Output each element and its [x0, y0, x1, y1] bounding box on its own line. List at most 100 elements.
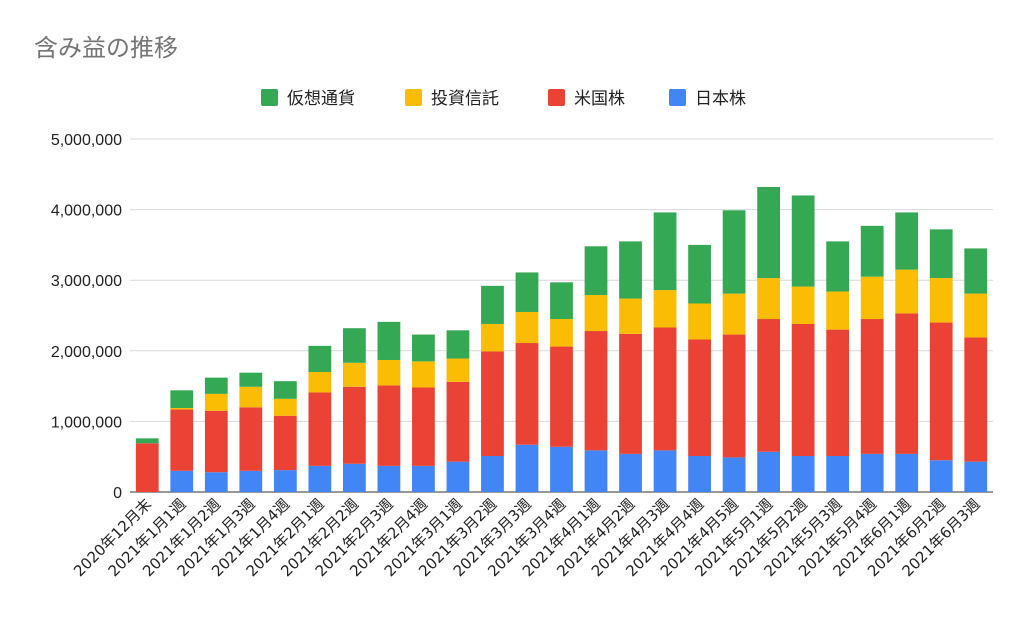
legend-label: 米国株 [574, 89, 625, 109]
bar-segment [929, 278, 953, 323]
bar-segment [135, 443, 159, 492]
x-axis: 2020年12月末2021年1月1週2021年1月2週2021年1月3週2021… [70, 495, 984, 580]
bar-segment [929, 322, 953, 461]
bar-segment [239, 470, 263, 492]
bar-segment [342, 362, 366, 387]
bar-segment [446, 461, 470, 492]
bar-segment [550, 346, 573, 447]
bar-segment [308, 371, 332, 393]
bar-segment [722, 334, 746, 458]
bar-segment [895, 269, 919, 314]
bar-segment [342, 463, 366, 492]
bar-segment [826, 241, 850, 292]
legend-item: 仮想通貨 [261, 89, 355, 109]
bar-segment [860, 453, 884, 492]
legend-label: 仮想通貨 [287, 89, 355, 109]
bar-segment [308, 392, 332, 466]
bar-segment [377, 359, 401, 386]
bar-segment [481, 351, 504, 456]
bar-segment [377, 465, 401, 492]
bar-segment [377, 385, 401, 466]
legend-item: 米国株 [548, 89, 625, 109]
bar-segment [273, 470, 297, 492]
bars [135, 187, 988, 492]
bar-segment [342, 328, 366, 363]
bar-segment [964, 337, 988, 462]
bar-segment [273, 398, 297, 416]
legend: 仮想通貨 投資信託 米国株 日本株 [261, 89, 746, 109]
bar-segment [619, 453, 642, 492]
bar-segment [791, 195, 815, 287]
bar-segment [653, 290, 677, 328]
bar-segment [653, 450, 677, 492]
bar-segment [170, 407, 194, 410]
legend-label: 日本株 [695, 89, 746, 109]
bar-segment [826, 291, 850, 330]
legend-swatch [548, 89, 565, 106]
bar-segment [895, 453, 919, 492]
bar-segment [619, 333, 642, 454]
bar-segment [619, 241, 642, 299]
bar-segment [791, 286, 815, 324]
bar-segment [860, 319, 884, 454]
y-axis: 0 1,000,000 2,000,000 3,000,000 4,000,000 5,0… [51, 132, 122, 502]
bar-segment [412, 334, 435, 362]
legend-swatch [669, 89, 686, 106]
y-tick-label: 1,000,000 [51, 414, 122, 431]
bar-segment [515, 343, 539, 445]
bar-segment [170, 409, 194, 471]
legend-swatch [405, 89, 422, 106]
y-tick-label: 4,000,000 [51, 203, 122, 220]
legend-label: 投資信託 [431, 89, 499, 109]
bar-segment [757, 278, 781, 320]
y-tick-label: 5,000,000 [51, 132, 122, 149]
bar-segment [860, 276, 884, 320]
bar-segment [895, 313, 919, 454]
legend-swatch [261, 89, 278, 106]
bar-segment [308, 345, 332, 372]
bar-segment [273, 381, 297, 399]
bar-segment [584, 295, 608, 332]
bar-segment [515, 444, 539, 492]
bar-segment [653, 327, 677, 451]
bar-segment [584, 450, 608, 492]
bar-segment [688, 244, 711, 304]
bar-segment [412, 361, 435, 388]
bar-segment [515, 311, 539, 344]
bar-segment [757, 451, 781, 492]
bar-segment [791, 323, 815, 456]
bar-segment [446, 358, 470, 382]
bar-segment [515, 272, 539, 312]
bar-segment [204, 377, 228, 394]
bar-segment [860, 225, 884, 277]
chart-title: 含み益の推移 [34, 34, 178, 62]
bar-segment [964, 461, 988, 492]
bar-segment [722, 210, 746, 294]
bar-segment [342, 386, 366, 464]
bar-segment [757, 319, 781, 452]
bar-segment [204, 472, 228, 492]
bar-segment [204, 410, 228, 473]
bar-segment [170, 390, 194, 408]
bar-segment [688, 455, 711, 492]
bar-segment [826, 329, 850, 456]
bar-segment [688, 303, 711, 340]
bar-segment [481, 323, 504, 352]
bar-segment [204, 393, 228, 411]
y-tick-label: 2,000,000 [51, 344, 122, 361]
bar-segment [239, 386, 263, 408]
bar-segment [135, 438, 159, 444]
bar-segment [826, 455, 850, 492]
legend-item: 日本株 [669, 89, 746, 109]
bar-segment [791, 455, 815, 492]
bar-segment [377, 321, 401, 360]
bar-segment [688, 339, 711, 456]
bar-segment [929, 229, 953, 279]
bar-segment [273, 415, 297, 471]
bar-segment [412, 465, 435, 492]
bar-segment [895, 212, 919, 270]
bar-segment [550, 319, 573, 347]
bar-segment [308, 465, 332, 492]
